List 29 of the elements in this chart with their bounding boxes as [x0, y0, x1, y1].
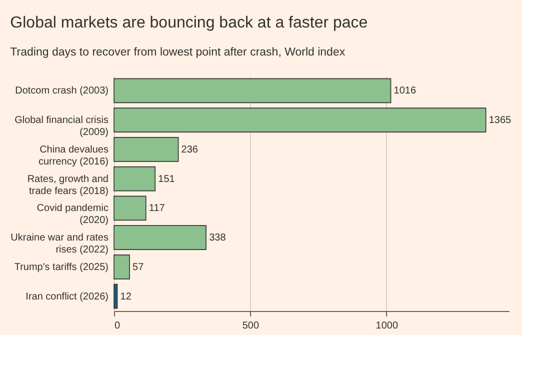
y-tick-label: Rates, growth and trade fears (2018): [27, 174, 108, 197]
y-tick-label: Covid pandemic (2020): [36, 203, 108, 226]
bar: [114, 225, 206, 250]
x-tick-label: 500: [242, 320, 260, 332]
bar: [114, 254, 130, 280]
bar: [114, 284, 118, 309]
x-tick-label: 1000: [376, 320, 398, 332]
data-label: 57: [132, 262, 144, 273]
data-label: 1365: [488, 115, 512, 126]
data-label: 236: [181, 144, 198, 156]
y-tick-label: Iran conflict (2026): [26, 291, 108, 302]
bar: [114, 78, 392, 104]
bar: [114, 166, 156, 192]
y-tick-label: Trump's tariffs (2025): [14, 262, 108, 273]
data-label: 1016: [394, 86, 416, 97]
x-tick-label: 0: [114, 320, 120, 332]
bar: [114, 137, 179, 162]
bar: [114, 108, 486, 132]
y-tick-label: Dotcom crash (2003): [15, 86, 108, 97]
data-label: 12: [120, 291, 132, 302]
data-label: 338: [209, 232, 226, 244]
bar: [114, 196, 146, 221]
y-tick-label: Global financial crisis (2009): [14, 115, 108, 138]
chart-title: Global markets are bouncing back at a faster pace: [10, 14, 368, 32]
data-label: 117: [148, 203, 166, 214]
y-tick-label: China devalues currency (2016): [38, 144, 108, 168]
chart-subtitle: Trading days to recover from lowest point after crash, World index: [10, 46, 346, 58]
data-label: 151: [158, 174, 176, 185]
y-tick-label: Ukraine war and rates rises (2022): [10, 232, 108, 256]
